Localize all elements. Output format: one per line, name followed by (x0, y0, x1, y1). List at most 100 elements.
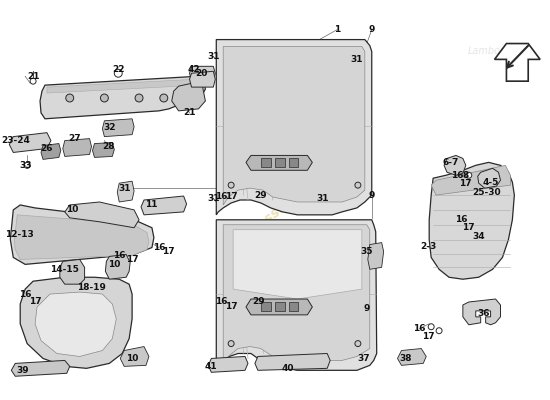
Text: 29: 29 (252, 296, 265, 306)
Polygon shape (106, 254, 130, 279)
Text: Lamborghini: Lamborghini (468, 46, 529, 56)
Text: 21: 21 (183, 108, 196, 117)
Polygon shape (216, 40, 372, 215)
Text: 42: 42 (187, 65, 200, 74)
Text: 23-24: 23-24 (1, 136, 30, 145)
Polygon shape (12, 360, 70, 376)
Circle shape (135, 94, 143, 102)
Polygon shape (223, 225, 370, 363)
Circle shape (66, 94, 74, 102)
Circle shape (101, 94, 108, 102)
Polygon shape (208, 356, 248, 372)
Polygon shape (233, 230, 362, 299)
Polygon shape (478, 168, 500, 188)
Text: © 1985: © 1985 (332, 217, 372, 252)
Polygon shape (190, 71, 215, 87)
Polygon shape (431, 165, 510, 195)
Polygon shape (9, 133, 51, 152)
Bar (289, 302, 299, 311)
Text: 9: 9 (368, 190, 375, 200)
Polygon shape (35, 292, 116, 356)
Text: 12-13: 12-13 (5, 230, 34, 239)
Text: 17: 17 (422, 332, 435, 341)
Text: 41: 41 (205, 362, 218, 371)
Text: 18-19: 18-19 (77, 283, 106, 292)
Circle shape (24, 162, 30, 168)
Polygon shape (40, 76, 205, 119)
Polygon shape (92, 142, 114, 158)
Text: 33: 33 (19, 161, 31, 170)
Polygon shape (398, 348, 426, 365)
Bar (261, 158, 271, 167)
Text: 31: 31 (351, 55, 363, 64)
Text: 37: 37 (358, 354, 370, 363)
Polygon shape (14, 215, 149, 260)
Text: 4-5: 4-5 (482, 178, 499, 187)
Text: 20: 20 (195, 69, 207, 78)
Text: 17: 17 (459, 179, 472, 188)
Text: 17: 17 (29, 296, 41, 306)
Text: 29: 29 (255, 190, 267, 200)
Text: 17: 17 (126, 255, 139, 264)
Text: 11: 11 (145, 200, 157, 210)
Polygon shape (494, 44, 540, 81)
Circle shape (114, 69, 122, 77)
Polygon shape (41, 144, 61, 159)
Bar (289, 158, 299, 167)
Circle shape (428, 324, 434, 330)
Polygon shape (141, 196, 186, 215)
Text: 36: 36 (477, 309, 490, 318)
Text: 31: 31 (118, 184, 130, 193)
Circle shape (436, 328, 442, 334)
Polygon shape (47, 79, 200, 93)
Text: 39: 39 (17, 366, 30, 375)
Polygon shape (172, 81, 205, 111)
Polygon shape (190, 66, 215, 81)
Text: 16: 16 (413, 324, 426, 333)
Text: 17: 17 (225, 302, 238, 312)
Text: 10: 10 (126, 354, 138, 363)
Circle shape (466, 172, 472, 178)
Polygon shape (102, 119, 134, 137)
Text: 16: 16 (215, 298, 228, 306)
Text: 10: 10 (108, 260, 120, 269)
Text: 1: 1 (334, 25, 340, 34)
Polygon shape (255, 354, 330, 370)
Text: 16: 16 (455, 215, 467, 224)
Polygon shape (429, 162, 514, 279)
Text: 8: 8 (463, 171, 469, 180)
Circle shape (30, 78, 36, 84)
Text: 17: 17 (162, 247, 175, 256)
Polygon shape (223, 46, 365, 205)
Circle shape (355, 341, 361, 346)
Polygon shape (10, 205, 154, 264)
Polygon shape (65, 202, 139, 228)
Text: 31: 31 (207, 52, 219, 61)
Polygon shape (246, 156, 312, 170)
Text: 35: 35 (361, 247, 373, 256)
Text: 16: 16 (215, 192, 228, 200)
Text: 31: 31 (207, 194, 219, 202)
Polygon shape (368, 242, 384, 269)
Text: 6-7: 6-7 (443, 158, 459, 167)
Text: 16: 16 (19, 290, 31, 298)
Text: 34: 34 (472, 232, 485, 241)
Circle shape (160, 94, 168, 102)
Circle shape (228, 182, 234, 188)
Polygon shape (120, 346, 149, 366)
Polygon shape (216, 220, 377, 370)
Text: 40: 40 (282, 364, 294, 373)
Polygon shape (117, 181, 134, 202)
Text: 2-3: 2-3 (420, 242, 436, 251)
Text: 16: 16 (152, 243, 165, 252)
Circle shape (355, 182, 361, 188)
Text: 32: 32 (103, 123, 115, 132)
Text: 38: 38 (399, 354, 411, 363)
Text: 17: 17 (225, 192, 238, 200)
Text: 17: 17 (463, 223, 475, 232)
Polygon shape (63, 139, 91, 156)
Bar (274, 302, 284, 311)
Polygon shape (463, 299, 500, 325)
Text: 28: 28 (102, 142, 114, 151)
Bar (261, 302, 271, 311)
